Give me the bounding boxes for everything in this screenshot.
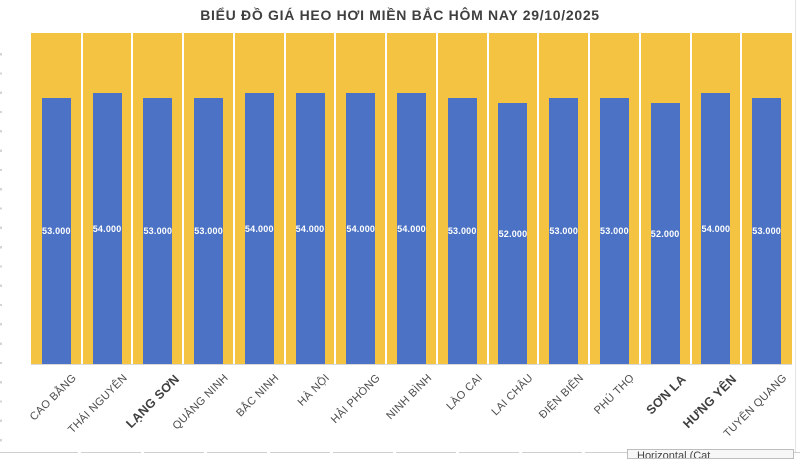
chart-bar-9[interactable]: 53.000 [447, 98, 477, 364]
bar-value-label: 52.000 [498, 228, 528, 239]
chart-bar-7[interactable]: 54.000 [346, 93, 376, 364]
category-separator-gridline [80, 33, 83, 364]
category-separator-gridline [334, 33, 337, 364]
bar-value-label: 53.000 [447, 226, 477, 236]
bar-value-label: 53.000 [752, 226, 781, 236]
x-axis-label-1[interactable]: CAO BẰNG [27, 372, 79, 424]
tooltip-text: Horizontal (Cat [637, 450, 711, 459]
chart-bar-10[interactable]: 52.000 [498, 103, 528, 364]
chart-bar-3[interactable]: 53.000 [143, 98, 173, 364]
bar-value-label: 53.000 [41, 226, 71, 236]
bar-value-label: 54.000 [346, 223, 376, 234]
chart-bar-4[interactable]: 53.000 [194, 98, 224, 364]
chart-bar-8[interactable]: 54.000 [397, 93, 426, 364]
category-separator-gridline [385, 33, 388, 364]
chart-bar-5[interactable]: 54.000 [244, 93, 274, 364]
bar-value-label: 54.000 [701, 223, 731, 234]
category-separator-gridline [588, 33, 591, 364]
bar-value-label: 54.000 [244, 223, 274, 234]
bar-value-label: 52.000 [650, 228, 680, 239]
chart-bar-11[interactable]: 53.000 [549, 98, 579, 364]
x-axis-label-10[interactable]: LAI CHÂU [489, 372, 536, 419]
bar-value-label: 53.000 [600, 226, 629, 236]
bar-value-label: 53.000 [549, 226, 579, 236]
x-axis-label-9[interactable]: LÀO CAI [444, 372, 485, 413]
x-axis-label-11[interactable]: ĐIỆN BIÊN [536, 372, 587, 422]
category-separator-gridline [486, 33, 489, 364]
worksheet-column-gridline [0, 452, 800, 453]
bar-value-label: 54.000 [295, 223, 325, 234]
x-axis-label-12[interactable]: PHÚ THỌ [592, 372, 637, 417]
chart-bar-12[interactable]: 53.000 [599, 98, 629, 364]
category-separator-gridline [435, 33, 438, 364]
category-separator-gridline [689, 33, 692, 364]
category-separator-gridline [638, 33, 641, 364]
plot-area[interactable]: 53.000 54.000 53.000 53.000 54.000 54.000 54.0… [31, 33, 792, 365]
worksheet-right-gridline [795, 0, 796, 452]
bar-value-label: 53.000 [194, 226, 223, 236]
chart-bar-6[interactable]: 54.000 [295, 93, 325, 364]
chart-bar-14[interactable]: 54.000 [701, 93, 731, 364]
chart-bar-13[interactable]: 52.000 [650, 103, 680, 364]
chart-bar-1[interactable]: 53.000 [41, 98, 71, 364]
category-separator-gridline [283, 33, 286, 364]
x-axis-label-13[interactable]: SƠN LA [643, 372, 690, 418]
chart-title[interactable]: BIỂU ĐỒ GIÁ HEO HƠI MIỀN BẮC HÔM NAY 29/… [200, 7, 600, 23]
x-axis-label-6[interactable]: HÀ NỘI [295, 372, 333, 409]
chart-bar-15[interactable]: 53.000 [752, 98, 782, 364]
x-axis-label-7[interactable]: HẢI PHÒNG [329, 372, 384, 427]
category-separator-gridline [232, 33, 235, 364]
x-axis-label-5[interactable]: BẮC NINH [234, 372, 282, 420]
category-separator-gridline [131, 33, 134, 364]
bar-value-label: 54.000 [397, 223, 426, 234]
category-separator-gridline [537, 33, 540, 364]
category-separator-gridline [740, 33, 743, 364]
axis-hover-tooltip: Horizontal (Cat [627, 449, 794, 459]
x-axis-label-8[interactable]: NINH BÌNH [383, 372, 434, 423]
worksheet-row-gridlines [0, 36, 2, 453]
chart-bar-2[interactable]: 54.000 [92, 93, 122, 364]
bar-value-label: 53.000 [143, 226, 173, 236]
category-separator-gridline [182, 33, 185, 364]
bar-value-label: 54.000 [92, 223, 122, 234]
